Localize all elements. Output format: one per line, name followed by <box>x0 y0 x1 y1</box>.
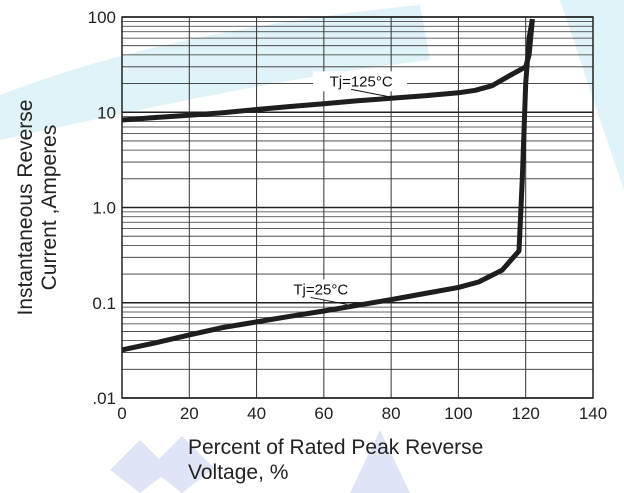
y-axis-title: Instantaneous Reverse <box>14 100 37 316</box>
x-tick-label: 0 <box>117 404 126 423</box>
x-tick-label: 60 <box>314 404 333 423</box>
watermark-shape-right <box>350 430 410 493</box>
x-tick-label: 80 <box>382 404 401 423</box>
watermark-swoosh-right <box>560 0 624 190</box>
annotation-bg <box>272 279 367 300</box>
x-tick-label: 100 <box>444 404 472 423</box>
x-tick-label: 120 <box>512 404 540 423</box>
watermark-diamond-mid <box>150 436 214 493</box>
watermark-swoosh-left <box>0 5 430 140</box>
y-tick-label: 100 <box>88 8 116 27</box>
x-tick-label: 40 <box>247 404 266 423</box>
y-axis-title-line-2: Current ,Amperes <box>38 125 61 291</box>
annotations: Tj=125°C Tj=25°C <box>272 71 408 305</box>
x-axis-title-line-2: Voltage, % <box>188 461 288 484</box>
plot-frame <box>121 16 594 399</box>
annotation-bg <box>313 71 408 92</box>
series-layer <box>121 18 535 353</box>
x-tick-label: 20 <box>180 404 199 423</box>
annotation-label: Tj=125°C <box>330 73 393 90</box>
series-line-1 <box>121 18 535 123</box>
series-line-2 <box>121 18 535 353</box>
y-tick-label: 10 <box>97 103 116 122</box>
y-axis-title-2: Current ,Amperes <box>38 125 61 291</box>
minor-gridlines <box>122 20 593 370</box>
y-tick-labels: .01 0.1 1.0 10 100 <box>88 8 116 408</box>
annotation-leader <box>351 88 388 97</box>
watermark-diamond-left <box>110 440 170 493</box>
x-axis-title-line-1: Percent of Rated Peak Reverse <box>188 436 483 459</box>
y-tick-label: .01 <box>92 389 116 408</box>
y-tick-label: 0.1 <box>92 294 116 313</box>
x-tick-label: 140 <box>579 404 607 423</box>
annotation-leader <box>310 296 347 305</box>
annotation-label: Tj=25°C <box>293 281 348 298</box>
y-axis-title-line-1: Instantaneous Reverse <box>14 100 37 316</box>
y-tick-label: 1.0 <box>92 199 116 218</box>
x-tick-labels: 0 20 40 60 80 100 120 140 <box>117 404 607 423</box>
